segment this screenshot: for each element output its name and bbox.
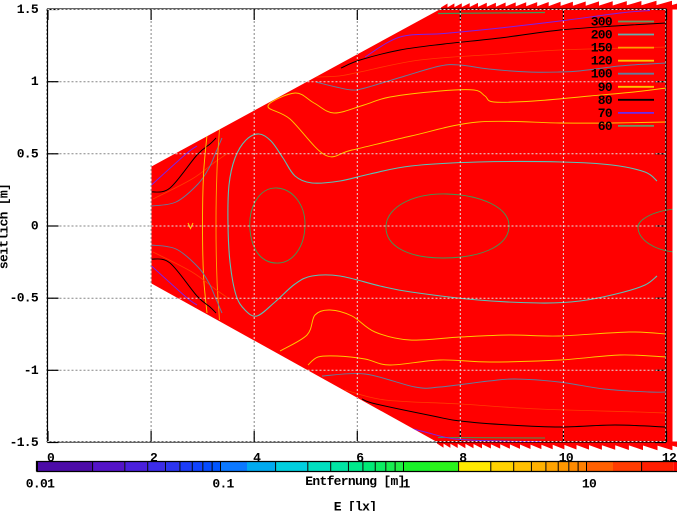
svg-text:300: 300 (591, 15, 613, 30)
svg-text:90: 90 (598, 80, 613, 95)
svg-text:10: 10 (582, 477, 597, 492)
svg-text:80: 80 (598, 93, 613, 108)
svg-text:60: 60 (598, 119, 613, 134)
svg-text:150: 150 (591, 41, 613, 56)
svg-text:0.1: 0.1 (212, 477, 234, 492)
svg-text:1: 1 (402, 477, 410, 492)
svg-text:-0.5: -0.5 (10, 291, 39, 306)
svg-text:0: 0 (47, 451, 55, 466)
svg-text:0: 0 (31, 219, 39, 234)
svg-text:8: 8 (459, 451, 467, 466)
svg-text:0.01: 0.01 (26, 477, 55, 492)
svg-text:Entfernung [m]: Entfernung [m] (305, 474, 404, 489)
svg-text:0.5: 0.5 (17, 146, 39, 161)
svg-text:E [lx]: E [lx] (334, 500, 377, 512)
svg-text:-1: -1 (24, 363, 39, 378)
svg-text:100: 100 (591, 67, 613, 82)
svg-text:120: 120 (591, 54, 613, 69)
svg-text:seitlich [m]: seitlich [m] (0, 184, 12, 269)
svg-text:1.5: 1.5 (17, 2, 39, 17)
svg-text:4: 4 (253, 451, 261, 466)
svg-text:1: 1 (31, 74, 39, 89)
svg-text:2: 2 (150, 451, 158, 466)
svg-text:200: 200 (591, 28, 613, 43)
svg-text:70: 70 (598, 106, 613, 121)
svg-text:-1.5: -1.5 (10, 435, 39, 450)
svg-text:6: 6 (356, 451, 364, 466)
